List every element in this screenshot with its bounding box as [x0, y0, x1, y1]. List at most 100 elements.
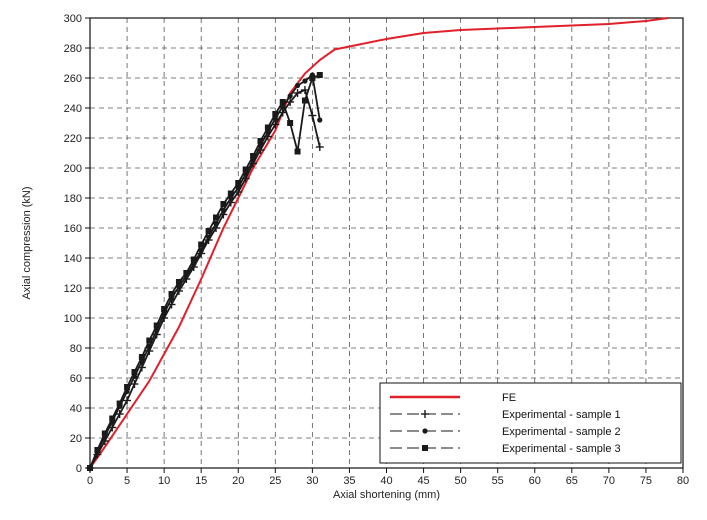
legend-marker: [422, 445, 428, 451]
x-tick-label: 60: [529, 475, 541, 487]
y-tick-label: 180: [64, 193, 82, 205]
y-tick-label: 240: [64, 103, 82, 115]
x-tick-label: 35: [343, 475, 355, 487]
data-point: [130, 380, 139, 388]
data-point: [301, 97, 308, 104]
data-point: [115, 410, 124, 418]
data-point: [190, 256, 197, 263]
data-point: [294, 148, 301, 155]
x-axis-ticks: 0 5 10 15 20 25 30 35 40 45 50 55 60 65 70 75 80: [87, 468, 689, 487]
x-tick-label: 0: [87, 475, 93, 487]
x-tick-label: 40: [380, 475, 392, 487]
data-point: [308, 111, 317, 120]
series-line: [89, 88, 321, 469]
data-point: [198, 247, 204, 254]
x-tick-label: 55: [492, 475, 504, 487]
data-point: [250, 153, 257, 159]
y-tick-label: 60: [70, 373, 82, 385]
data-point: [213, 220, 219, 227]
data-point: [138, 354, 145, 360]
data-point: [198, 241, 205, 248]
series-1: [89, 17, 669, 469]
x-tick-label: 80: [677, 475, 689, 487]
data-point: [94, 447, 101, 453]
data-point: [287, 93, 293, 99]
data-point: [235, 180, 242, 186]
data-point: [123, 396, 132, 405]
x-tick-label: 75: [640, 475, 652, 487]
y-tick-label: 260: [64, 73, 82, 85]
x-axis-label: Axial shortening (mm): [333, 489, 440, 501]
data-point: [175, 279, 182, 285]
data-point: [309, 75, 316, 81]
y-tick-label: 280: [64, 43, 82, 55]
x-tick-label: 25: [269, 475, 281, 487]
data-point: [316, 72, 323, 78]
data-point: [206, 234, 212, 240]
x-tick-label: 20: [232, 475, 244, 487]
legend-item-2: Experimental - sample 1: [390, 409, 621, 421]
data-point: [213, 214, 220, 221]
legend-item-1: FE: [390, 392, 516, 404]
data-point: [124, 384, 131, 390]
x-tick-label: 65: [566, 475, 578, 487]
data-point: [146, 337, 153, 344]
y-tick-label: 220: [64, 133, 82, 145]
data-point: [257, 138, 264, 144]
data-point: [183, 270, 190, 276]
y-tick-label: 0: [76, 463, 82, 475]
data-point: [293, 89, 302, 97]
data-point: [272, 111, 279, 117]
series-line: [89, 17, 669, 469]
y-tick-label: 120: [64, 283, 82, 295]
legend-label: FE: [502, 392, 516, 404]
data-point: [286, 98, 295, 106]
y-tick-label: 100: [64, 313, 82, 325]
data-point: [153, 322, 160, 329]
data-point: [220, 207, 227, 213]
data-point: [131, 369, 138, 375]
y-tick-label: 200: [64, 163, 82, 175]
data-point: [294, 82, 301, 89]
series-layer: [86, 17, 669, 472]
x-tick-label: 10: [158, 475, 170, 487]
series-4: [87, 72, 323, 471]
data-point: [161, 306, 168, 312]
data-point: [116, 400, 123, 407]
data-point: [220, 201, 227, 207]
x-tick-label: 50: [455, 475, 467, 487]
y-tick-label: 20: [70, 433, 82, 445]
y-tick-label: 160: [64, 223, 82, 235]
grid: [90, 18, 683, 468]
legend-label: Experimental - sample 3: [502, 443, 621, 455]
legend-marker: [422, 428, 428, 434]
y-tick-label: 300: [64, 13, 82, 25]
data-point: [227, 190, 234, 197]
data-point: [101, 430, 108, 437]
legend-label: Experimental - sample 2: [502, 426, 621, 438]
data-point: [264, 124, 271, 131]
data-point: [287, 120, 294, 126]
data-point: [242, 166, 249, 173]
legend-item-4: Experimental - sample 3: [390, 443, 621, 455]
data-point: [109, 415, 116, 422]
y-axis-ticks: 0 20 40 60 80 100 120 140 160 180 200 220 240 260 280 3…: [64, 13, 90, 475]
data-point: [168, 291, 175, 297]
legend-item-3: Experimental - sample 2: [390, 426, 621, 438]
y-tick-label: 40: [70, 403, 82, 415]
y-tick-label: 140: [64, 253, 82, 265]
data-point: [87, 465, 93, 471]
data-point: [302, 78, 308, 84]
x-tick-label: 30: [306, 475, 318, 487]
data-point: [315, 143, 324, 151]
y-axis-label: Axial compression (kN): [21, 186, 33, 299]
legend: FE Experimental - sample 1 Experimental - …: [379, 382, 682, 464]
x-tick-label: 15: [195, 475, 207, 487]
data-point: [279, 99, 286, 105]
data-point: [205, 228, 212, 234]
y-tick-label: 80: [70, 343, 82, 355]
data-point: [317, 117, 323, 123]
x-tick-label: 70: [603, 475, 615, 487]
x-tick-label: 5: [124, 475, 130, 487]
